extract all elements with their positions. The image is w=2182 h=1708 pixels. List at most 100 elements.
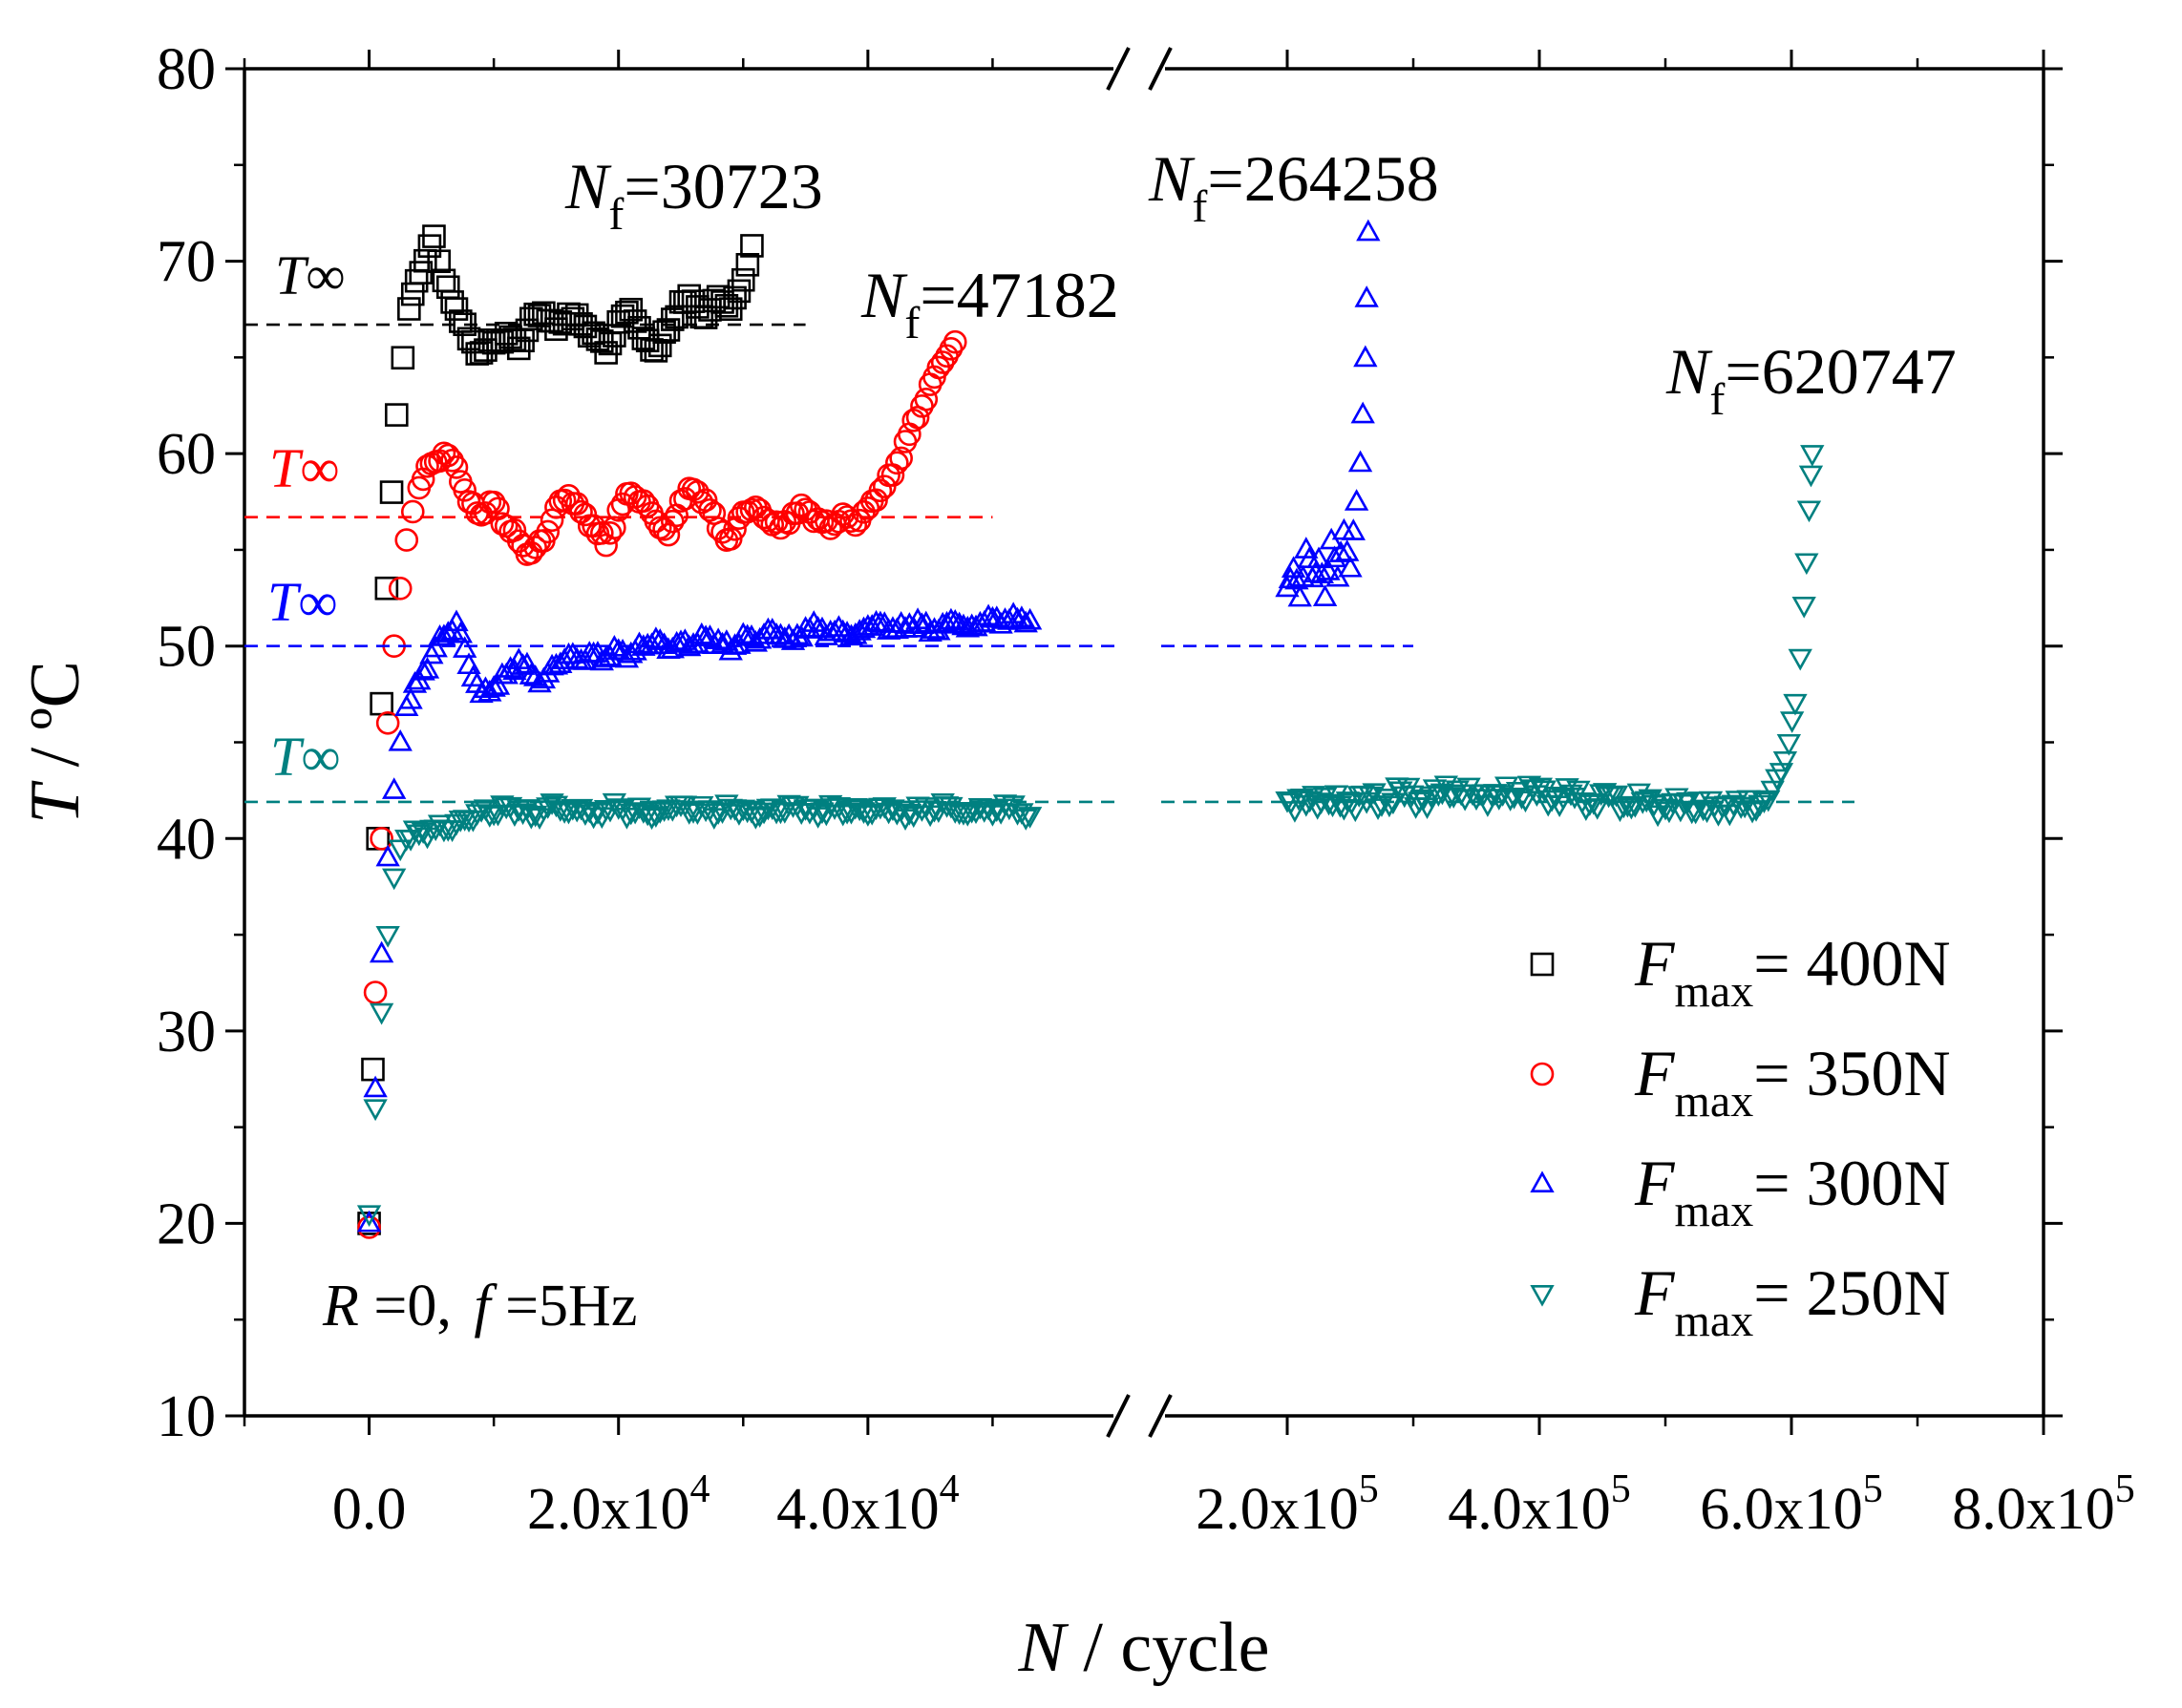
x-tick-base: 4.0x10 (1448, 1477, 1611, 1542)
data-point (1619, 797, 1644, 820)
data-point (943, 329, 967, 354)
legend-value: = 250N (1753, 1256, 1950, 1329)
data-point (356, 1205, 382, 1228)
data-point (909, 612, 935, 635)
data-point (644, 339, 668, 363)
data-point (388, 839, 413, 862)
data-point (1539, 790, 1564, 812)
data-point (689, 795, 714, 818)
x-tick-base: 6.0x10 (1700, 1477, 1863, 1542)
data-point (656, 522, 681, 547)
data-point (1494, 776, 1519, 799)
data-point (394, 528, 419, 552)
x-tick-exponent: 4 (940, 1467, 960, 1511)
y-axis-title-var: T (16, 780, 95, 824)
data-point (1013, 610, 1038, 633)
x-axis-title-unit: / cycle (1066, 1609, 1270, 1687)
legend-F: F (1634, 1037, 1676, 1109)
t-inf-label: T∞ (270, 726, 341, 788)
y-tick-label: 10 (157, 1384, 216, 1449)
data-point (444, 297, 469, 321)
y-tick-label: 30 (157, 1000, 216, 1065)
data-point (369, 940, 394, 963)
data-point (363, 981, 388, 1004)
nf-value: =264258 (1207, 142, 1438, 215)
data-point (735, 253, 760, 277)
data-point (453, 477, 477, 502)
data-point (536, 519, 561, 544)
data-point (1354, 285, 1379, 307)
nf-N: N (1665, 335, 1713, 408)
x-tick-base: 8.0x10 (1952, 1477, 2115, 1542)
data-point (631, 489, 656, 514)
data-point (531, 800, 557, 822)
data-point (702, 808, 727, 831)
legend-value: = 400N (1753, 927, 1950, 1000)
nf-value: =620747 (1725, 335, 1956, 408)
data-point (435, 621, 460, 643)
legend-F: F (1634, 1147, 1676, 1219)
data-point (1794, 553, 1819, 576)
data-point (427, 249, 451, 274)
data-point (356, 1210, 382, 1233)
data-point (590, 521, 614, 545)
data-point (647, 628, 672, 650)
x-tick-exponent: 5 (1863, 1467, 1883, 1511)
data-point (652, 320, 676, 345)
data-point (647, 333, 672, 358)
data-point (382, 868, 407, 891)
data-point (361, 1057, 385, 1082)
data-point (375, 710, 400, 735)
t-inf-T: T (270, 726, 305, 788)
legend-label: Fmax= 300N (1634, 1147, 1951, 1236)
data-point (644, 626, 668, 648)
data-point (411, 659, 435, 681)
x-tick-label: 2.0x104 (527, 1467, 710, 1542)
annotation-layer: T∞T∞T∞T∞Nf=30723Nf=47182Nf=264258Nf=6207… (244, 142, 1957, 1339)
data-point (930, 350, 955, 374)
legend-marker (1530, 952, 1555, 977)
data-point (619, 481, 644, 505)
test-conditions: R =0, f =5Hz (322, 1274, 637, 1339)
data-point (856, 805, 880, 827)
y-tick-label: 70 (157, 230, 216, 295)
data-point (615, 300, 639, 325)
data-point (1377, 795, 1402, 818)
data-point (1316, 559, 1341, 580)
data-point (357, 1215, 381, 1239)
data-point (1284, 567, 1309, 590)
data-point (490, 512, 515, 536)
data-point (914, 388, 939, 411)
data-point (448, 621, 473, 643)
data-point (748, 806, 773, 828)
y-axis-title: T / ºC (16, 661, 95, 824)
y-tick-label: 50 (157, 615, 216, 680)
legend-subscript: max (1675, 1296, 1754, 1346)
x-axis-title-var: N (1017, 1609, 1069, 1687)
cond-R-value: =0, (359, 1274, 466, 1339)
legend-marker (1530, 1170, 1555, 1192)
data-point (398, 687, 423, 709)
data-point (543, 652, 569, 675)
data-point (731, 267, 755, 292)
series-circle (357, 329, 967, 1239)
t-inf-label: T∞ (275, 244, 346, 306)
data-point (519, 663, 543, 685)
data-point (413, 248, 437, 273)
legend-F: F (1634, 927, 1676, 1000)
data-point (1309, 561, 1334, 584)
data-point (740, 234, 764, 258)
data-point (639, 808, 665, 831)
data-point (660, 307, 685, 331)
data-point (843, 513, 868, 538)
data-point (1341, 518, 1366, 540)
data-point (603, 324, 626, 348)
data-point (835, 505, 859, 529)
y-tick-label: 80 (157, 37, 216, 102)
data-point (370, 827, 393, 851)
data-point (382, 777, 407, 799)
data-point (603, 516, 626, 539)
x-tick-base: 2.0x10 (527, 1477, 690, 1542)
